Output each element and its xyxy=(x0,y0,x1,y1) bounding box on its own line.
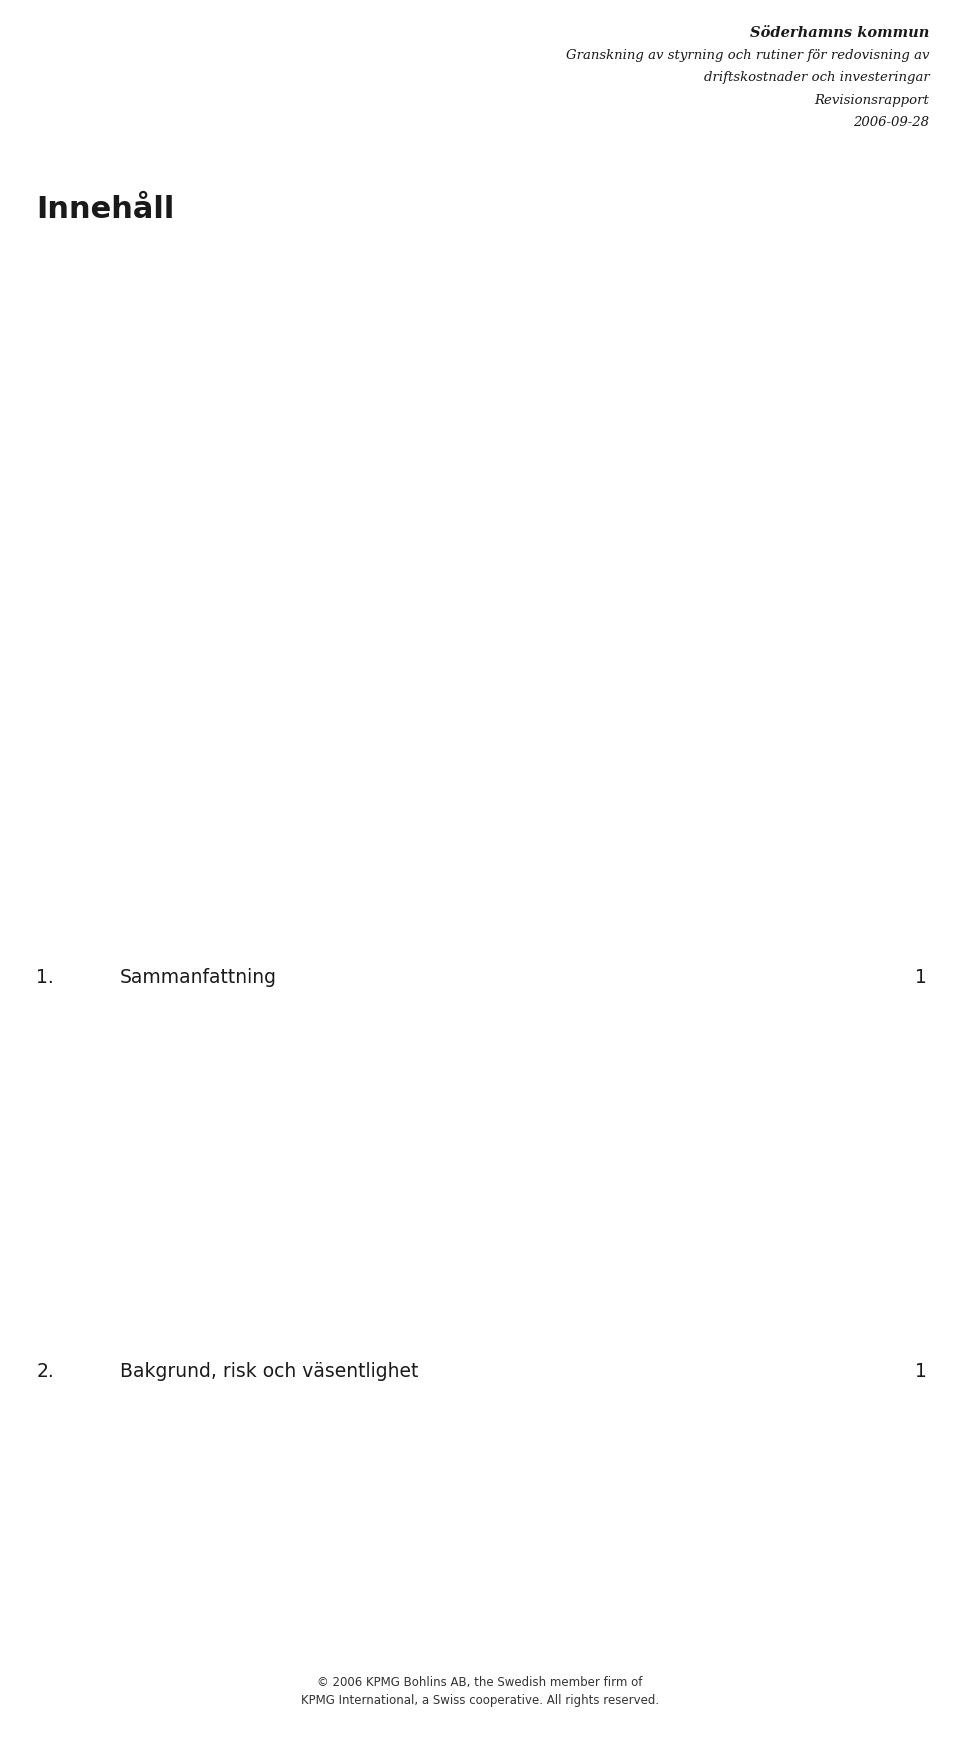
Text: 2.: 2. xyxy=(36,1363,54,1380)
Text: Bakgrund, risk och väsentlighet: Bakgrund, risk och väsentlighet xyxy=(120,1363,419,1380)
Text: Revisionsrapport: Revisionsrapport xyxy=(814,94,929,106)
Text: Granskning av styrning och rutiner för redovisning av: Granskning av styrning och rutiner för r… xyxy=(565,49,929,61)
Text: Sammanfattning: Sammanfattning xyxy=(120,968,277,987)
Text: 1: 1 xyxy=(915,968,926,987)
Text: 2006-09-28: 2006-09-28 xyxy=(853,116,929,129)
Text: 1: 1 xyxy=(915,1363,926,1380)
Text: © 2006 KPMG Bohlins AB, the Swedish member firm of: © 2006 KPMG Bohlins AB, the Swedish memb… xyxy=(318,1677,642,1689)
Text: driftskostnader och investeringar: driftskostnader och investeringar xyxy=(704,71,929,83)
Text: KPMG International, a Swiss cooperative. All rights reserved.: KPMG International, a Swiss cooperative.… xyxy=(300,1695,660,1707)
Text: 1.: 1. xyxy=(36,968,54,987)
Text: Innehåll: Innehåll xyxy=(36,195,175,224)
Text: Söderhamns kommun: Söderhamns kommun xyxy=(750,26,929,40)
